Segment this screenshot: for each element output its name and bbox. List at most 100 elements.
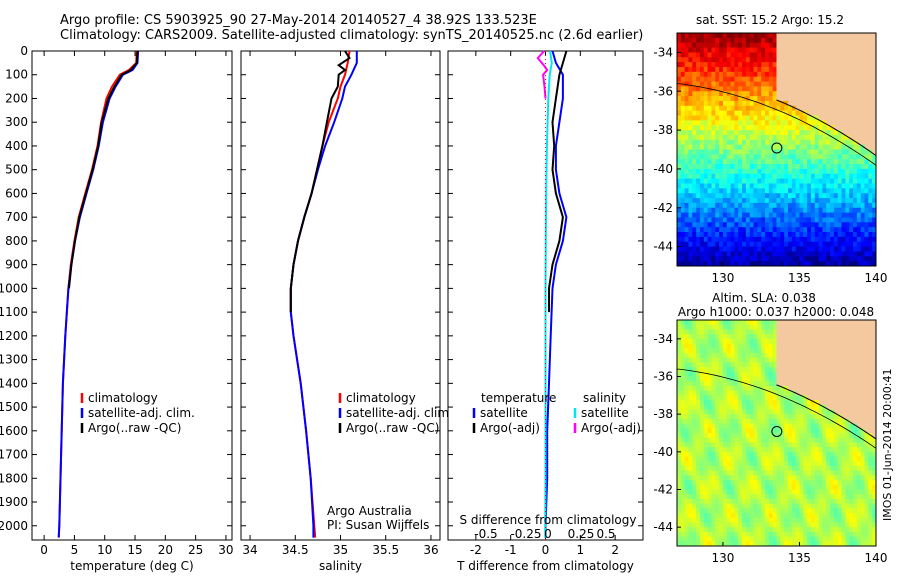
map-cell: [864, 115, 869, 121]
map-cell: [696, 376, 701, 382]
map-cell: [692, 100, 697, 107]
map-cell: [726, 212, 731, 218]
map-cell: [753, 193, 758, 199]
map-cell: [742, 251, 747, 257]
map-cell: [822, 362, 827, 368]
map-cell: [791, 52, 797, 58]
map-cell: [742, 465, 747, 472]
map-cell: [703, 236, 709, 243]
map-cell: [795, 159, 800, 165]
map-cell: [772, 409, 777, 415]
map-cell: [830, 400, 835, 406]
map-cell: [680, 120, 686, 126]
map-cell: [810, 447, 816, 453]
map-cell: [818, 343, 823, 349]
map-cell: [826, 139, 831, 146]
map-cell: [715, 96, 720, 102]
map-cell: [860, 100, 865, 107]
map-cell: [856, 42, 862, 48]
map-cell: [780, 91, 785, 97]
map-cell: [722, 348, 728, 354]
map-cell: [837, 324, 842, 330]
map-cell: [730, 489, 735, 495]
map-cell: [703, 261, 709, 267]
map-cell: [761, 414, 766, 420]
map-cell: [818, 173, 823, 180]
map-cell: [780, 212, 785, 218]
map-cell: [845, 395, 850, 401]
map-cell: [734, 381, 739, 387]
map-cell: [860, 404, 865, 410]
map-cell: [753, 508, 758, 514]
map-cell: [680, 188, 686, 194]
map-cell: [742, 385, 747, 392]
map-cell: [707, 139, 712, 146]
map-cell: [765, 42, 770, 48]
map-cell: [757, 198, 762, 204]
map-cell: [730, 71, 735, 78]
map-cell: [688, 42, 693, 48]
map-cell: [768, 120, 774, 126]
map-cell: [677, 334, 682, 340]
map-cell: [833, 91, 839, 97]
map-cell: [749, 66, 754, 73]
map-cell: [749, 437, 754, 443]
map-cell: [826, 96, 831, 102]
map-cell: [799, 338, 804, 344]
map-cell: [803, 456, 808, 462]
map-cell: [780, 71, 785, 78]
map-cell: [761, 334, 766, 340]
map-cell: [726, 404, 731, 410]
map-cell: [795, 348, 800, 354]
map-cell: [745, 100, 751, 107]
map-cell: [722, 52, 728, 58]
map-cell: [872, 489, 877, 495]
map-cell: [772, 183, 777, 189]
map-cell: [677, 168, 682, 175]
map-cell: [719, 418, 724, 424]
map-cell: [757, 465, 762, 472]
map-cell: [837, 447, 842, 453]
map-cell: [688, 91, 693, 97]
map-cell: [853, 241, 858, 247]
map-cell: [749, 125, 754, 131]
map-cell: [734, 178, 739, 184]
map-cell: [765, 433, 770, 439]
map-cell: [730, 168, 735, 175]
map-cell: [791, 164, 797, 170]
map-cell: [742, 395, 747, 401]
map-cell: [803, 232, 808, 238]
map-cell: [765, 494, 770, 500]
map-cell: [795, 193, 800, 199]
map-cell: [799, 357, 804, 363]
map-cell: [853, 33, 858, 39]
map-cell: [765, 390, 770, 396]
map-cell: [684, 134, 689, 141]
map-cell: [860, 207, 865, 213]
map-cell: [841, 376, 846, 382]
map-cell: [765, 367, 770, 373]
map-cell: [849, 451, 854, 457]
map-cell: [853, 207, 858, 213]
map-cell: [765, 115, 770, 121]
map-cell: [749, 144, 754, 150]
map-cell: [784, 343, 789, 349]
map-cell: [818, 261, 823, 267]
map-cell: [860, 357, 865, 363]
map-cell: [757, 489, 762, 495]
map-cell: [833, 390, 839, 396]
map-cell: [703, 144, 709, 150]
map-cell: [699, 433, 705, 439]
map-cell: [719, 428, 724, 434]
map-cell: [799, 178, 804, 184]
map-cell: [837, 494, 842, 500]
map-cell: [822, 202, 827, 209]
map-cell: [722, 110, 728, 116]
map-cell: [753, 241, 758, 247]
map-cell: [826, 42, 831, 48]
map-cell: [872, 168, 877, 175]
map-cell: [703, 130, 709, 136]
map-cell: [768, 47, 774, 53]
map-cell: [826, 428, 831, 434]
map-cell: [799, 42, 804, 48]
